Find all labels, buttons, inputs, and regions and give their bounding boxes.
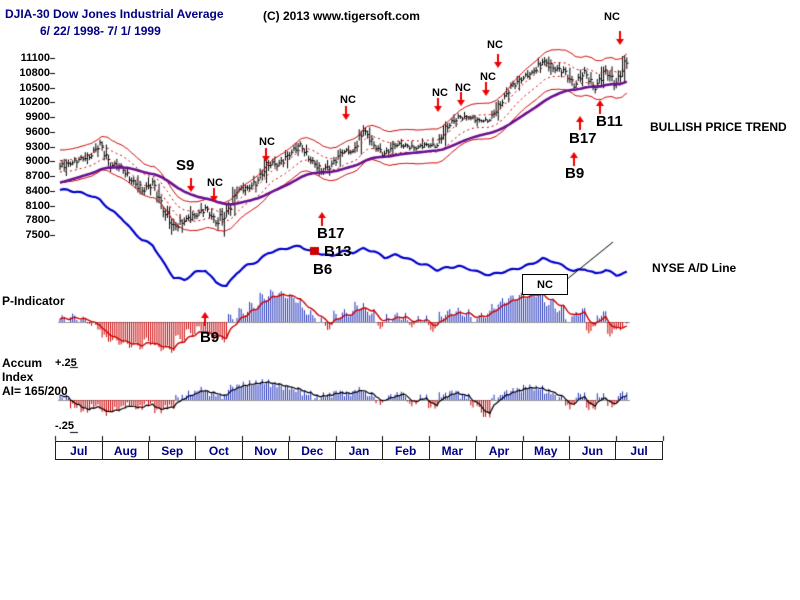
nc-annotation: NC [259,136,275,148]
price-axis-label: 8700 [25,170,50,182]
price-axis-label: 8100 [25,199,50,212]
month-cell: Jul [56,442,103,459]
price-axis-label: 9900 [25,111,50,123]
month-cell: Oct [196,442,243,459]
signal-b11: B11 [596,113,623,130]
month-cell: Feb [383,442,430,459]
ai-value-label: AI= 165/200 [2,384,68,398]
signal-b6: B6 [313,261,333,278]
date-range: 6/ 22/ 1998- 7/ 1/ 1999 [40,24,161,38]
price-axis-label: 9300 [25,140,50,153]
price-axis-label: 10800 [19,66,50,79]
p-indicator-label: P-Indicator [2,294,65,308]
nc-annotation: NC [455,82,471,94]
nc-callout-box: NC [522,274,568,295]
nc-annotation: NC [487,39,503,51]
month-cell: Jun [570,442,617,459]
price-axis-label: 7500 [25,229,50,241]
nc-annotation: NC [207,177,223,189]
price-axis-label: 10200 [19,96,50,109]
price-axis-label: 7800 [25,214,50,227]
accum-label: Accum [2,356,43,370]
month-cell: Jan [336,442,383,459]
index-label: Index [2,370,34,384]
price-axis-label: 10500 [19,81,50,94]
month-cell: Jul [630,443,648,458]
month-cell: Dec [289,442,337,459]
signal-b9: B9 [565,165,585,182]
bullish-trend-label: BULLISH PRICE TREND [650,120,787,134]
signal-b9: B9 [200,329,220,346]
month-cell: Aug [103,442,150,459]
month-cell: Mar [430,442,477,459]
symbol-title: DJIA-30 Dow Jones Industrial Average [5,7,224,21]
copyright: (C) 2013 www.tigersoft.com [263,9,420,23]
minus-level-label: -.25 [55,420,74,432]
month-cell: Apr [476,442,523,459]
month-cell: Sep [149,442,197,459]
plus-level-label: +.25 [55,357,77,369]
signal-b17: B17 [569,130,597,147]
price-axis-label: 9600 [25,125,50,138]
nc-annotation: NC [604,11,620,23]
nc-annotation: NC [432,87,448,99]
signal-s9: S9 [176,157,195,174]
price-axis-label: 8400 [25,184,50,197]
month-cell: Nov [243,442,290,459]
price-axis-label: 9000 [25,155,50,168]
nc-annotation: NC [480,71,496,83]
nc-annotation: NC [340,94,356,106]
month-axis: Jul Aug Sep Oct Nov Dec Jan Feb Mar Apr May Jun Jul [55,441,663,460]
ad-line-label: NYSE A/D Line [652,261,737,275]
month-cell: May [523,442,570,459]
price-axis-label: 11100 [20,52,50,64]
signal-b17: B17 [317,225,345,242]
signal-b13: B13 [324,243,352,260]
